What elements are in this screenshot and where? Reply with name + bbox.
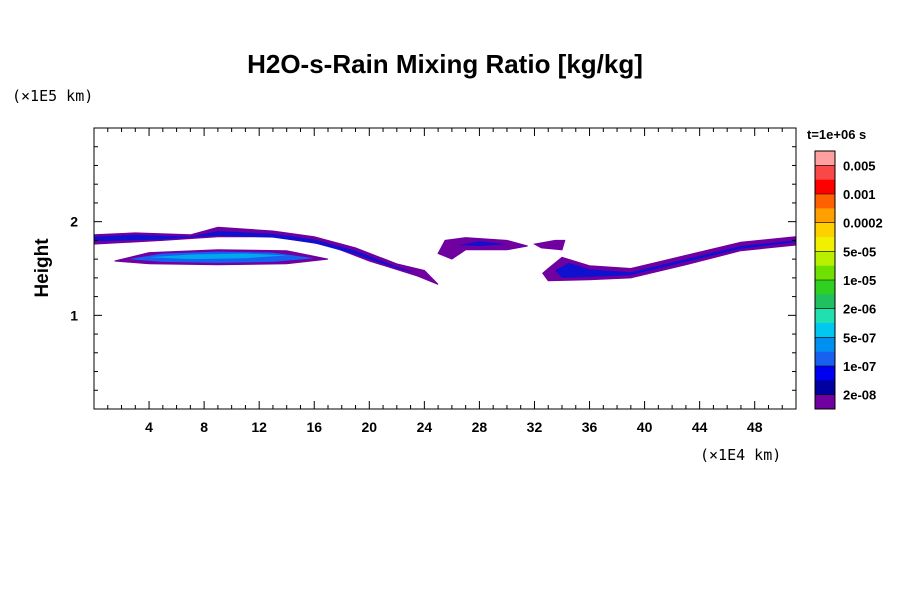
contour-region — [93, 226, 439, 285]
contour-core-level — [149, 253, 287, 260]
contour-region — [533, 239, 566, 251]
colorbar-swatch — [815, 265, 835, 281]
colorbar-swatch — [815, 323, 835, 338]
contour-outer-level — [437, 237, 528, 260]
contour-region — [542, 236, 797, 282]
x-tick-label: 40 — [637, 419, 653, 435]
colorbar-level-label: 1e-07 — [843, 359, 876, 374]
colorbar-level-label: 2e-08 — [843, 388, 876, 403]
y-axis-label: Height — [32, 238, 53, 298]
plot-frame — [93, 127, 797, 410]
contour-inner-level — [458, 241, 507, 246]
colorbar-swatch — [815, 165, 835, 180]
x-tick-label: 20 — [362, 419, 378, 435]
colorbar-swatch — [815, 337, 835, 352]
contour-outer-level — [93, 226, 439, 285]
colorbar-level-label: 2e-06 — [843, 302, 876, 317]
contour-region — [114, 249, 329, 266]
colorbar-swatch — [815, 351, 835, 367]
x-tick-label: 32 — [527, 419, 543, 435]
plot-area — [93, 226, 797, 285]
colorbar-swatch — [815, 222, 835, 238]
colorbar-swatch — [815, 380, 835, 395]
colorbar-swatch — [815, 294, 835, 309]
x-tick-label: 12 — [251, 419, 267, 435]
colorbar-level-label: 0.0002 — [843, 216, 883, 231]
time-label: t=1e+06 s — [807, 127, 866, 142]
x-tick-label: 44 — [692, 419, 708, 435]
colorbar-swatch — [815, 308, 835, 324]
y-tick-label: 2 — [70, 214, 78, 230]
colorbar-level-label: 5e-07 — [843, 330, 876, 345]
colorbar-swatch — [815, 208, 835, 223]
colorbar-swatch — [815, 151, 835, 166]
contour-inner-level — [555, 240, 796, 278]
x-tick-label: 24 — [417, 419, 433, 435]
y-unit-label: (×1E5 km) — [12, 87, 93, 105]
y-tick-label: 1 — [70, 307, 78, 323]
colorbar-swatch — [815, 179, 835, 195]
colorbar-level-label: 0.001 — [843, 187, 876, 202]
x-tick-label: 8 — [200, 419, 208, 435]
colorbar: 0.005 0.001 0.0002 5e-05 1e-05 2e-06 5e-07 1e-0… — [814, 150, 883, 410]
colorbar-swatch — [815, 394, 835, 410]
contour-inner-level — [94, 231, 418, 274]
x-unit-label: (×1E4 km) — [700, 446, 781, 464]
contour-outer-level — [533, 239, 566, 251]
x-tick-label: 16 — [306, 419, 322, 435]
chart-title: H2O-s-Rain Mixing Ratio [kg/kg] — [247, 49, 643, 79]
x-tick-label: 36 — [582, 419, 598, 435]
colorbar-swatch — [815, 194, 835, 209]
x-tick-label: 48 — [747, 419, 763, 435]
colorbar-swatch — [815, 280, 835, 295]
x-tick-label: 4 — [145, 419, 153, 435]
x-tick-label: 28 — [472, 419, 488, 435]
colorbar-swatch — [815, 366, 835, 381]
colorbar-level-label: 5e-05 — [843, 244, 876, 259]
colorbar-level-label: 1e-05 — [843, 273, 876, 288]
colorbar-swatch — [815, 237, 835, 252]
colorbar-level-label: 0.005 — [843, 158, 876, 173]
colorbar-swatch — [815, 251, 835, 266]
contour-region — [437, 237, 528, 260]
